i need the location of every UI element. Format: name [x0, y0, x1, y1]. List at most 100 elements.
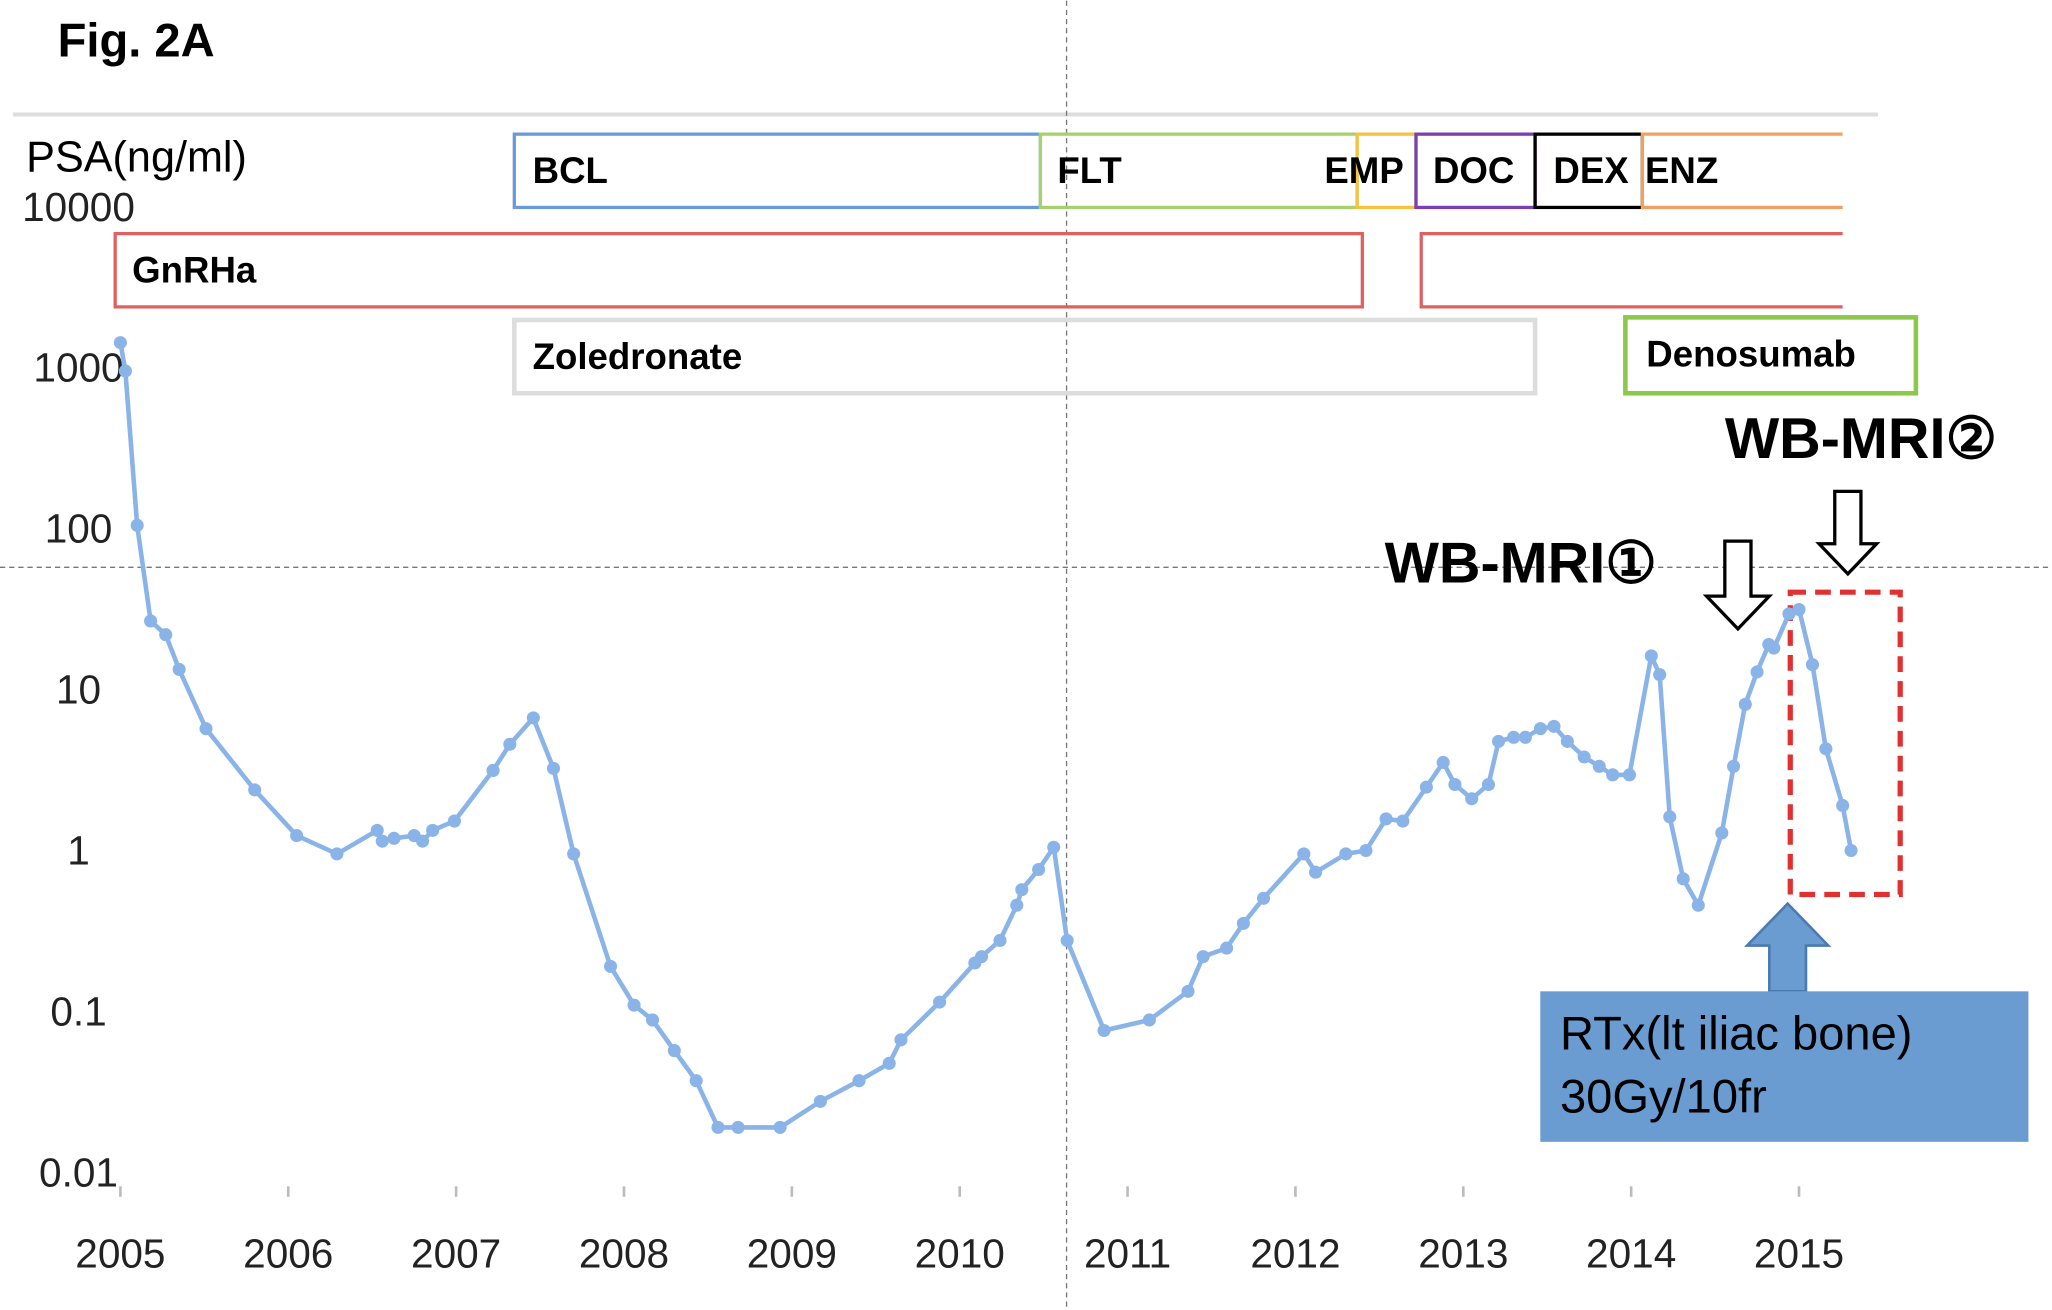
data-point [852, 1074, 866, 1088]
data-point [667, 1044, 681, 1058]
y-tick-label: 1000 [33, 345, 123, 391]
data-point [330, 847, 344, 861]
treatment-label: ENZ [1645, 150, 1718, 191]
x-tick-label: 2009 [747, 1231, 837, 1277]
data-point [426, 823, 440, 837]
data-point [933, 995, 947, 1009]
y-tick-label: 0.01 [39, 1150, 118, 1196]
data-point [1606, 768, 1620, 782]
treatment-box [1640, 132, 1843, 210]
data-point [1339, 847, 1353, 861]
data-point [1782, 607, 1796, 621]
data-point [1518, 730, 1532, 744]
data-point [1032, 862, 1046, 877]
data-point [894, 1033, 908, 1047]
data-point [1691, 898, 1705, 912]
data-point [1181, 984, 1195, 998]
data-point [1396, 814, 1410, 828]
data-point [130, 518, 144, 532]
data-point [1805, 658, 1819, 672]
data-point [1819, 742, 1833, 756]
treatment-box [113, 231, 1364, 309]
data-line [118, 342, 1854, 1130]
annotation: WB-MRI② [1725, 407, 1997, 471]
data-point [1715, 826, 1729, 840]
annotation: 30Gy/10fr [1560, 1069, 1767, 1122]
data-point [503, 737, 517, 751]
y-tick-label: 100 [45, 506, 113, 552]
data-point [1663, 810, 1677, 824]
data-point [248, 783, 262, 797]
data-point [526, 711, 540, 725]
data-point [1309, 865, 1323, 879]
data-point [113, 336, 127, 350]
x-tick-label: 2006 [243, 1231, 333, 1277]
data-point [1560, 734, 1574, 748]
data-point [813, 1094, 827, 1108]
data-point [1196, 950, 1210, 964]
data-point [172, 662, 186, 676]
data-point [416, 834, 430, 848]
data-point [1767, 641, 1781, 655]
treatment-box [1623, 315, 1919, 396]
x-tick-label: 2007 [411, 1231, 501, 1277]
data-point [1220, 941, 1234, 955]
data-point [1481, 777, 1496, 792]
treatment-label: BCL [533, 150, 608, 191]
data-point [1256, 891, 1271, 905]
y-tick-label: 10 [56, 667, 101, 713]
data-point [1436, 755, 1450, 770]
y-tick-label: 1 [67, 828, 90, 874]
data-point [375, 834, 389, 848]
data-point [627, 998, 641, 1012]
callout-box [1540, 991, 2029, 1142]
chart-title: Fig. 2A [58, 13, 215, 66]
data-point [1236, 916, 1250, 930]
data-point [993, 933, 1007, 947]
arrow [1702, 539, 1774, 632]
data-point [1836, 798, 1850, 813]
treatment-label: Zoledronate [533, 336, 743, 377]
data-point [1750, 665, 1764, 679]
data-point [731, 1120, 745, 1134]
data-point [645, 1013, 660, 1027]
y-axis-label: PSA(ng/ml) [26, 134, 247, 182]
data-point [1097, 1023, 1111, 1038]
data-point [1060, 933, 1074, 947]
data-point [1010, 898, 1024, 912]
data-point [1379, 812, 1393, 826]
data-point [1844, 843, 1858, 858]
data-point [1297, 847, 1311, 861]
data-point [1507, 730, 1521, 744]
data-point [486, 763, 500, 777]
data-point [1547, 719, 1561, 733]
x-tick-label: 2013 [1418, 1231, 1508, 1277]
treatment-label: GnRHa [132, 250, 257, 291]
data-point [689, 1074, 703, 1088]
data-point [447, 814, 461, 828]
data-point [567, 847, 581, 861]
treatment-label: EMP [1324, 150, 1403, 191]
x-tick-label: 2005 [75, 1231, 165, 1277]
data-point [144, 614, 158, 628]
treatment-label: DEX [1553, 150, 1629, 191]
x-tick-label: 2008 [579, 1231, 669, 1277]
data-point [118, 364, 132, 378]
treatment-label: DOC [1433, 150, 1514, 191]
annotation: RTx(lt iliac bone) [1560, 1007, 1913, 1060]
data-point [1448, 777, 1462, 792]
data-point [1533, 722, 1548, 736]
data-point [773, 1120, 787, 1134]
data-point [882, 1056, 896, 1070]
data-point [546, 761, 561, 775]
data-point [1653, 668, 1667, 682]
data-point [1676, 872, 1690, 886]
data-point [1419, 780, 1433, 794]
x-tick-label: 2012 [1250, 1231, 1340, 1277]
data-point [199, 722, 213, 736]
data-point [1142, 1013, 1156, 1027]
x-tick-label: 2011 [1084, 1231, 1171, 1277]
treatment-bars [113, 132, 1919, 396]
data-point [290, 829, 304, 843]
